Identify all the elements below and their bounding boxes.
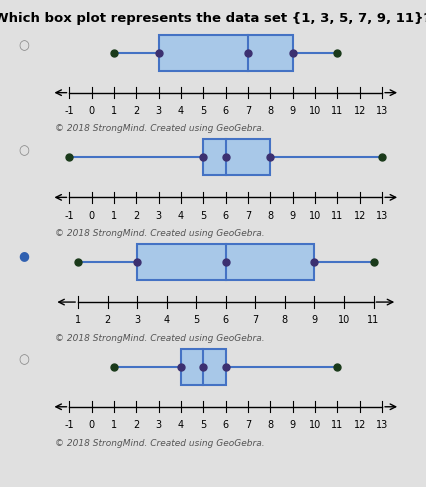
Text: 5: 5 bbox=[200, 106, 207, 116]
Text: 4: 4 bbox=[178, 211, 184, 221]
Text: 9: 9 bbox=[290, 420, 296, 430]
Text: © 2018 StrongMind. Created using GeoGebra.: © 2018 StrongMind. Created using GeoGebr… bbox=[55, 125, 265, 133]
Text: 8: 8 bbox=[268, 211, 273, 221]
Text: 7: 7 bbox=[245, 106, 251, 116]
Text: 7: 7 bbox=[245, 211, 251, 221]
Text: 0: 0 bbox=[89, 420, 95, 430]
Text: 5: 5 bbox=[193, 316, 199, 325]
Text: © 2018 StrongMind. Created using GeoGebra.: © 2018 StrongMind. Created using GeoGebr… bbox=[55, 334, 265, 343]
Text: 9: 9 bbox=[311, 316, 317, 325]
Text: 4: 4 bbox=[164, 316, 170, 325]
Text: 1: 1 bbox=[111, 106, 117, 116]
Text: 12: 12 bbox=[354, 420, 366, 430]
Text: ●: ● bbox=[18, 249, 29, 262]
Text: 8: 8 bbox=[268, 420, 273, 430]
Text: 11: 11 bbox=[367, 316, 380, 325]
Text: 11: 11 bbox=[331, 420, 344, 430]
Text: 8: 8 bbox=[268, 106, 273, 116]
Text: 7: 7 bbox=[252, 316, 259, 325]
Text: 0: 0 bbox=[89, 106, 95, 116]
Text: 10: 10 bbox=[309, 420, 321, 430]
Text: 4: 4 bbox=[178, 106, 184, 116]
Text: 10: 10 bbox=[338, 316, 350, 325]
Text: 3: 3 bbox=[155, 106, 162, 116]
Text: 11: 11 bbox=[331, 106, 344, 116]
Text: 1: 1 bbox=[111, 420, 117, 430]
Text: 3: 3 bbox=[155, 211, 162, 221]
Text: ○: ○ bbox=[18, 354, 29, 367]
Bar bbox=[137, 244, 314, 280]
Text: 6: 6 bbox=[223, 106, 229, 116]
Text: 1: 1 bbox=[111, 211, 117, 221]
Text: 13: 13 bbox=[376, 106, 388, 116]
Text: 7: 7 bbox=[245, 420, 251, 430]
Text: 6: 6 bbox=[223, 420, 229, 430]
Text: 13: 13 bbox=[376, 211, 388, 221]
Text: 6: 6 bbox=[223, 211, 229, 221]
Bar bbox=[181, 349, 226, 385]
Text: 2: 2 bbox=[133, 106, 140, 116]
Text: -1: -1 bbox=[65, 420, 74, 430]
Text: -1: -1 bbox=[65, 211, 74, 221]
Text: © 2018 StrongMind. Created using GeoGebra.: © 2018 StrongMind. Created using GeoGebr… bbox=[55, 439, 265, 448]
Text: 2: 2 bbox=[133, 211, 140, 221]
Text: Which box plot represents the data set {1, 3, 5, 7, 9, 11}?: Which box plot represents the data set {… bbox=[0, 12, 426, 25]
Text: ○: ○ bbox=[18, 144, 29, 157]
Text: ○: ○ bbox=[18, 39, 29, 53]
Text: © 2018 StrongMind. Created using GeoGebra.: © 2018 StrongMind. Created using GeoGebr… bbox=[55, 229, 265, 238]
Text: 6: 6 bbox=[223, 316, 229, 325]
Bar bbox=[204, 139, 271, 175]
Text: 3: 3 bbox=[134, 316, 140, 325]
Text: 4: 4 bbox=[178, 420, 184, 430]
Text: 0: 0 bbox=[89, 211, 95, 221]
Text: 10: 10 bbox=[309, 211, 321, 221]
Text: 12: 12 bbox=[354, 106, 366, 116]
Text: 8: 8 bbox=[282, 316, 288, 325]
Text: 5: 5 bbox=[200, 211, 207, 221]
Text: 13: 13 bbox=[376, 420, 388, 430]
Text: 11: 11 bbox=[331, 211, 344, 221]
Bar bbox=[159, 35, 293, 71]
Text: 2: 2 bbox=[104, 316, 111, 325]
Text: 5: 5 bbox=[200, 420, 207, 430]
Text: 9: 9 bbox=[290, 106, 296, 116]
Text: 12: 12 bbox=[354, 211, 366, 221]
Text: 1: 1 bbox=[75, 316, 81, 325]
Text: 3: 3 bbox=[155, 420, 162, 430]
Text: -1: -1 bbox=[65, 106, 74, 116]
Text: 9: 9 bbox=[290, 211, 296, 221]
Text: 2: 2 bbox=[133, 420, 140, 430]
Text: 10: 10 bbox=[309, 106, 321, 116]
